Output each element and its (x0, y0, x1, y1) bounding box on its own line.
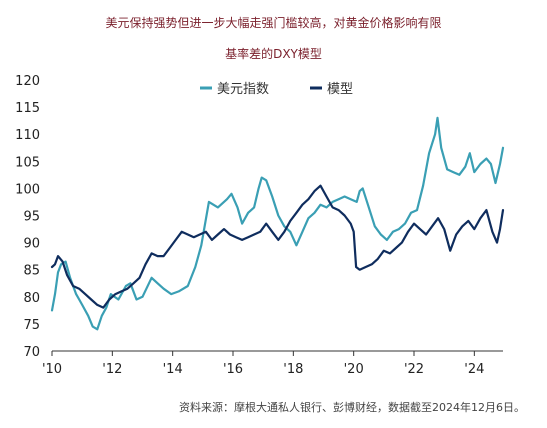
y-tick-label: 110 (15, 128, 40, 143)
y-tick-label: 90 (23, 237, 40, 252)
x-tick-label: '12 (102, 362, 122, 377)
chart-axes: 70 75 80 85 90 95 100 105 110 115 120 '10 '12 '14 '16 '… (15, 74, 503, 377)
x-tick-label: '22 (404, 362, 424, 377)
legend-label: 美元指数 (217, 82, 269, 97)
y-tick-label: 120 (15, 74, 40, 89)
chart-title: 美元保持强势但进一步大幅走强门槛较高，对黄金价格影响有限 (105, 16, 442, 30)
y-tick-label: 85 (23, 264, 40, 279)
source-note: 资料来源：摩根大通私人银行、彭博财经，数据截至2024年12月6日。 (179, 401, 525, 414)
series-line-model (50, 184, 505, 309)
y-tick-label: 115 (15, 101, 40, 116)
x-tick-label: '16 (223, 362, 243, 377)
x-tick-label: '10 (42, 362, 62, 377)
chart-subtitle: 基率差的DXY模型 (225, 47, 322, 61)
y-tick-label: 80 (23, 291, 40, 306)
legend-label: 模型 (327, 82, 353, 97)
x-tick-label: '14 (163, 362, 183, 377)
y-tick-label: 100 (15, 182, 40, 197)
chart-series (50, 116, 505, 331)
y-tick-label: 105 (15, 155, 40, 170)
y-tick-label: 75 (23, 318, 40, 333)
x-tick-label: '18 (283, 362, 303, 377)
x-tick-label: '20 (344, 362, 364, 377)
chart-legend: 美元指数 模型 (200, 82, 353, 97)
x-tick-label: '24 (464, 362, 484, 377)
y-tick-label: 70 (23, 345, 40, 360)
y-tick-label: 95 (23, 210, 40, 225)
